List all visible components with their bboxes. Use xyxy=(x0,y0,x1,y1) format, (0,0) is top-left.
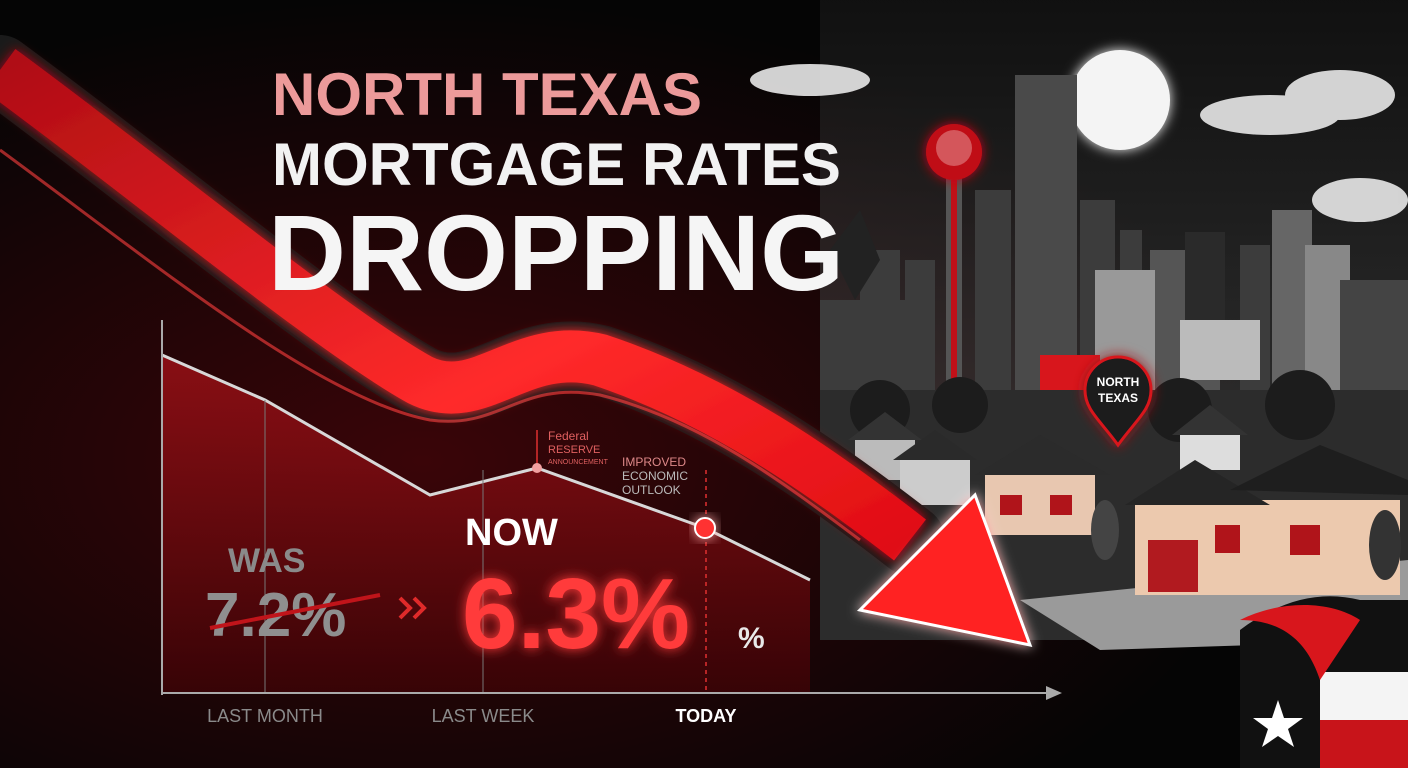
x-label: LAST MONTH xyxy=(207,706,323,726)
chart-area xyxy=(162,355,810,693)
pin-label: NORTH xyxy=(1097,375,1140,389)
headline-line: MORTGAGE RATES xyxy=(272,131,841,198)
annotation-line: IMPROVED xyxy=(622,455,686,469)
pin-label: TEXAS xyxy=(1098,391,1138,405)
annotation-line: OUTLOOK xyxy=(622,483,681,497)
strike-line xyxy=(209,593,381,630)
annotation-line: ECONOMIC xyxy=(622,469,688,483)
down-arrow xyxy=(0,35,1033,648)
x-label: TODAY xyxy=(675,706,736,726)
texas-flag xyxy=(1240,596,1408,768)
headline-line: NORTH TEXAS xyxy=(272,61,702,128)
now-label: NOW xyxy=(465,512,558,554)
annotation-line: RESERVE xyxy=(548,444,600,456)
axis-arrowhead xyxy=(1046,686,1062,700)
event-point xyxy=(532,463,542,473)
annotation: IMPROVED ECONOMIC OUTLOOK xyxy=(622,455,688,497)
current-point xyxy=(694,517,716,539)
location-pin: NORTH TEXAS xyxy=(1083,355,1153,448)
was-label: WAS xyxy=(228,542,305,580)
x-label: LAST WEEK xyxy=(432,706,535,726)
rate-chart xyxy=(161,320,1062,700)
annotation: Federal RESERVE ANNOUNCEMENT xyxy=(548,429,609,466)
headline-line: DROPPING xyxy=(268,192,844,313)
annotation-line: ANNOUNCEMENT xyxy=(548,459,609,466)
chevrons xyxy=(398,596,427,620)
now-value: 6.3% xyxy=(462,558,690,670)
annotation-line: Federal xyxy=(548,429,589,443)
now-suffix: % xyxy=(738,622,765,655)
